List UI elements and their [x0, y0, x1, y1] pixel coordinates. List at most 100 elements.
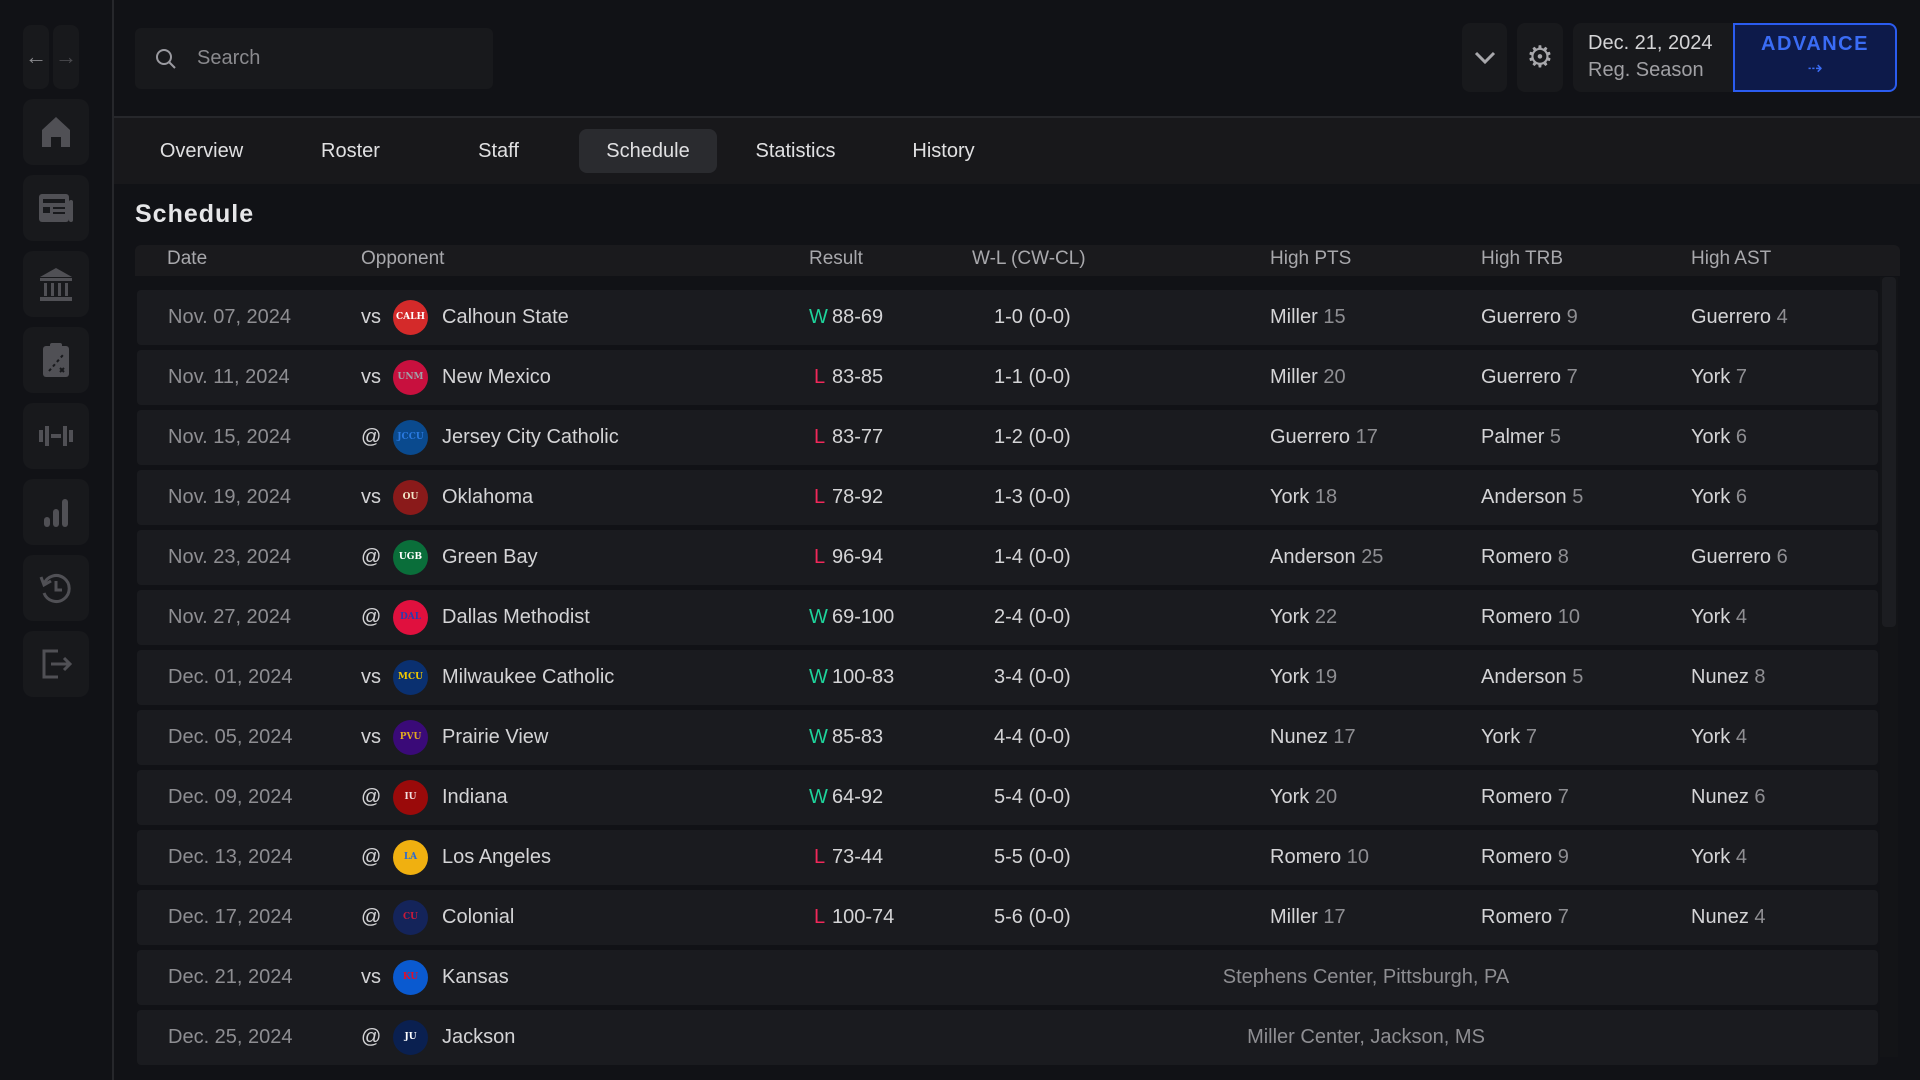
opponent-name[interactable]: Milwaukee Catholic	[442, 666, 615, 688]
player-name[interactable]: York	[1270, 486, 1310, 508]
player-name[interactable]: Anderson	[1481, 486, 1567, 508]
player-name[interactable]: Nunez	[1691, 906, 1749, 928]
opponent-name[interactable]: Oklahoma	[442, 486, 534, 508]
player-name[interactable]: Miller	[1270, 306, 1318, 328]
tab-overview[interactable]: Overview	[159, 140, 244, 162]
player-name[interactable]: Romero	[1481, 906, 1553, 928]
score[interactable]: 64-92	[832, 786, 884, 808]
player-name[interactable]: Guerrero	[1270, 426, 1351, 448]
sidebar-home[interactable]	[23, 99, 89, 165]
player-name[interactable]: York	[1270, 606, 1310, 628]
opponent-name[interactable]: Prairie View	[442, 726, 549, 748]
player-name[interactable]: York	[1691, 366, 1731, 388]
table-row[interactable]: Dec. 01, 2024 vs MCU Milwaukee Catholic W…	[137, 650, 1878, 705]
player-name[interactable]: York	[1270, 666, 1310, 688]
opponent-name[interactable]: Kansas	[442, 966, 509, 988]
forward-button[interactable]: →	[53, 25, 79, 89]
player-name[interactable]: Romero	[1481, 786, 1553, 808]
player-name[interactable]: Guerrero	[1481, 366, 1562, 388]
player-name[interactable]: Nunez	[1691, 786, 1749, 808]
col-record[interactable]: W-L (CW-CL)	[972, 248, 1086, 269]
col-high-trb[interactable]: High TRB	[1481, 248, 1564, 269]
table-row[interactable]: Nov. 27, 2024 @ DAL Dallas Methodist W 69…	[137, 590, 1878, 645]
scrollbar-thumb[interactable]	[1882, 277, 1896, 627]
score[interactable]: 83-77	[832, 426, 884, 448]
score[interactable]: 96-94	[832, 546, 884, 568]
tab-schedule[interactable]: Schedule	[579, 129, 717, 173]
score[interactable]: 100-83	[832, 666, 895, 688]
player-name[interactable]: Nunez	[1691, 666, 1749, 688]
player-name[interactable]: Guerrero	[1481, 306, 1562, 328]
table-row[interactable]: Dec. 25, 2024 @ JU Jackson Miller Center,…	[137, 1010, 1878, 1065]
result-wl: W	[809, 786, 828, 808]
back-button[interactable]: ←	[23, 25, 49, 89]
col-result[interactable]: Result	[809, 248, 863, 269]
score[interactable]: 100-74	[832, 906, 895, 928]
opponent-name[interactable]: Calhoun State	[442, 306, 569, 328]
table-row[interactable]: Dec. 09, 2024 @ IU Indiana W 64-92 5-4 (0…	[137, 770, 1878, 825]
player-name[interactable]: Romero	[1270, 846, 1342, 868]
sidebar-training[interactable]	[23, 403, 89, 469]
score[interactable]: 83-85	[832, 366, 884, 388]
player-name[interactable]: Romero	[1481, 846, 1553, 868]
score[interactable]: 85-83	[832, 726, 884, 748]
player-name[interactable]: Miller	[1270, 906, 1318, 928]
player-name[interactable]: Romero	[1481, 546, 1553, 568]
player-name[interactable]: Anderson	[1270, 546, 1356, 568]
tab-roster[interactable]: Roster	[321, 140, 380, 162]
opponent-name[interactable]: Jersey City Catholic	[442, 426, 619, 448]
settings-button[interactable]: ⚙	[1517, 23, 1563, 92]
player-name[interactable]: Anderson	[1481, 666, 1567, 688]
score[interactable]: 88-69	[832, 306, 884, 328]
table-row[interactable]: Nov. 15, 2024 @ JCCU Jersey City Catholi…	[137, 410, 1878, 465]
advance-button[interactable]: ADVANCE ⇢	[1733, 23, 1897, 92]
player-name[interactable]: York	[1691, 846, 1731, 868]
player-name[interactable]: Nunez	[1270, 726, 1328, 748]
col-high-pts[interactable]: High PTS	[1270, 248, 1352, 269]
col-opponent[interactable]: Opponent	[361, 248, 445, 269]
sidebar-stats[interactable]	[23, 479, 89, 545]
player-name[interactable]: York	[1481, 726, 1521, 748]
sidebar-tactics[interactable]	[23, 327, 89, 393]
opponent-name[interactable]: Dallas Methodist	[442, 606, 590, 628]
tab-history[interactable]: History	[912, 140, 975, 162]
opponent-name[interactable]: Colonial	[442, 906, 515, 928]
score[interactable]: 73-44	[832, 846, 884, 868]
col-date[interactable]: Date	[167, 248, 208, 269]
score[interactable]: 78-92	[832, 486, 884, 508]
player-name[interactable]: Palmer	[1481, 426, 1545, 448]
sidebar-logout[interactable]	[23, 631, 89, 697]
sidebar-institution[interactable]	[23, 251, 89, 317]
search-input[interactable]	[197, 47, 457, 70]
score[interactable]: 69-100	[832, 606, 895, 628]
table-row[interactable]: Dec. 13, 2024 @ LA Los Angeles L 73-44 5-…	[137, 830, 1878, 885]
player-name[interactable]: York	[1691, 426, 1731, 448]
player-name[interactable]: Guerrero	[1691, 306, 1772, 328]
sidebar-news[interactable]	[23, 175, 89, 241]
tab-statistics[interactable]: Statistics	[755, 140, 836, 162]
table-row[interactable]: Nov. 19, 2024 vs OU Oklahoma L 78-92 1-3 …	[137, 470, 1878, 525]
table-row[interactable]: Nov. 23, 2024 @ UGB Green Bay L 96-94 1-4…	[137, 530, 1878, 585]
table-row[interactable]: Dec. 21, 2024 vs KU Kansas Stephens Cente…	[137, 950, 1878, 1005]
opponent-name[interactable]: New Mexico	[442, 366, 551, 388]
player-name[interactable]: York	[1691, 486, 1731, 508]
dropdown-button[interactable]	[1462, 23, 1507, 92]
col-high-ast[interactable]: High AST	[1691, 248, 1772, 269]
player-name[interactable]: York	[1270, 786, 1310, 808]
search-box[interactable]	[135, 28, 493, 89]
player-name[interactable]: York	[1691, 726, 1731, 748]
player-name[interactable]: Guerrero	[1691, 546, 1772, 568]
opponent-name[interactable]: Los Angeles	[442, 846, 551, 868]
opponent-name[interactable]: Jackson	[442, 1026, 516, 1048]
player-name[interactable]: Romero	[1481, 606, 1553, 628]
tab-staff[interactable]: Staff	[478, 140, 519, 162]
player-name[interactable]: Miller	[1270, 366, 1318, 388]
table-row[interactable]: Dec. 17, 2024 @ CU Colonial L 100-74 5-6 …	[137, 890, 1878, 945]
table-row[interactable]: Nov. 07, 2024 vs CALH Calhoun State W 88-…	[137, 290, 1878, 345]
player-name[interactable]: York	[1691, 606, 1731, 628]
sidebar-history[interactable]	[23, 555, 89, 621]
opponent-name[interactable]: Indiana	[442, 786, 508, 808]
table-row[interactable]: Dec. 05, 2024 vs PVU Prairie View W 85-83…	[137, 710, 1878, 765]
table-row[interactable]: Nov. 11, 2024 vs UNM New Mexico L 83-85 1…	[137, 350, 1878, 405]
opponent-name[interactable]: Green Bay	[442, 546, 538, 568]
